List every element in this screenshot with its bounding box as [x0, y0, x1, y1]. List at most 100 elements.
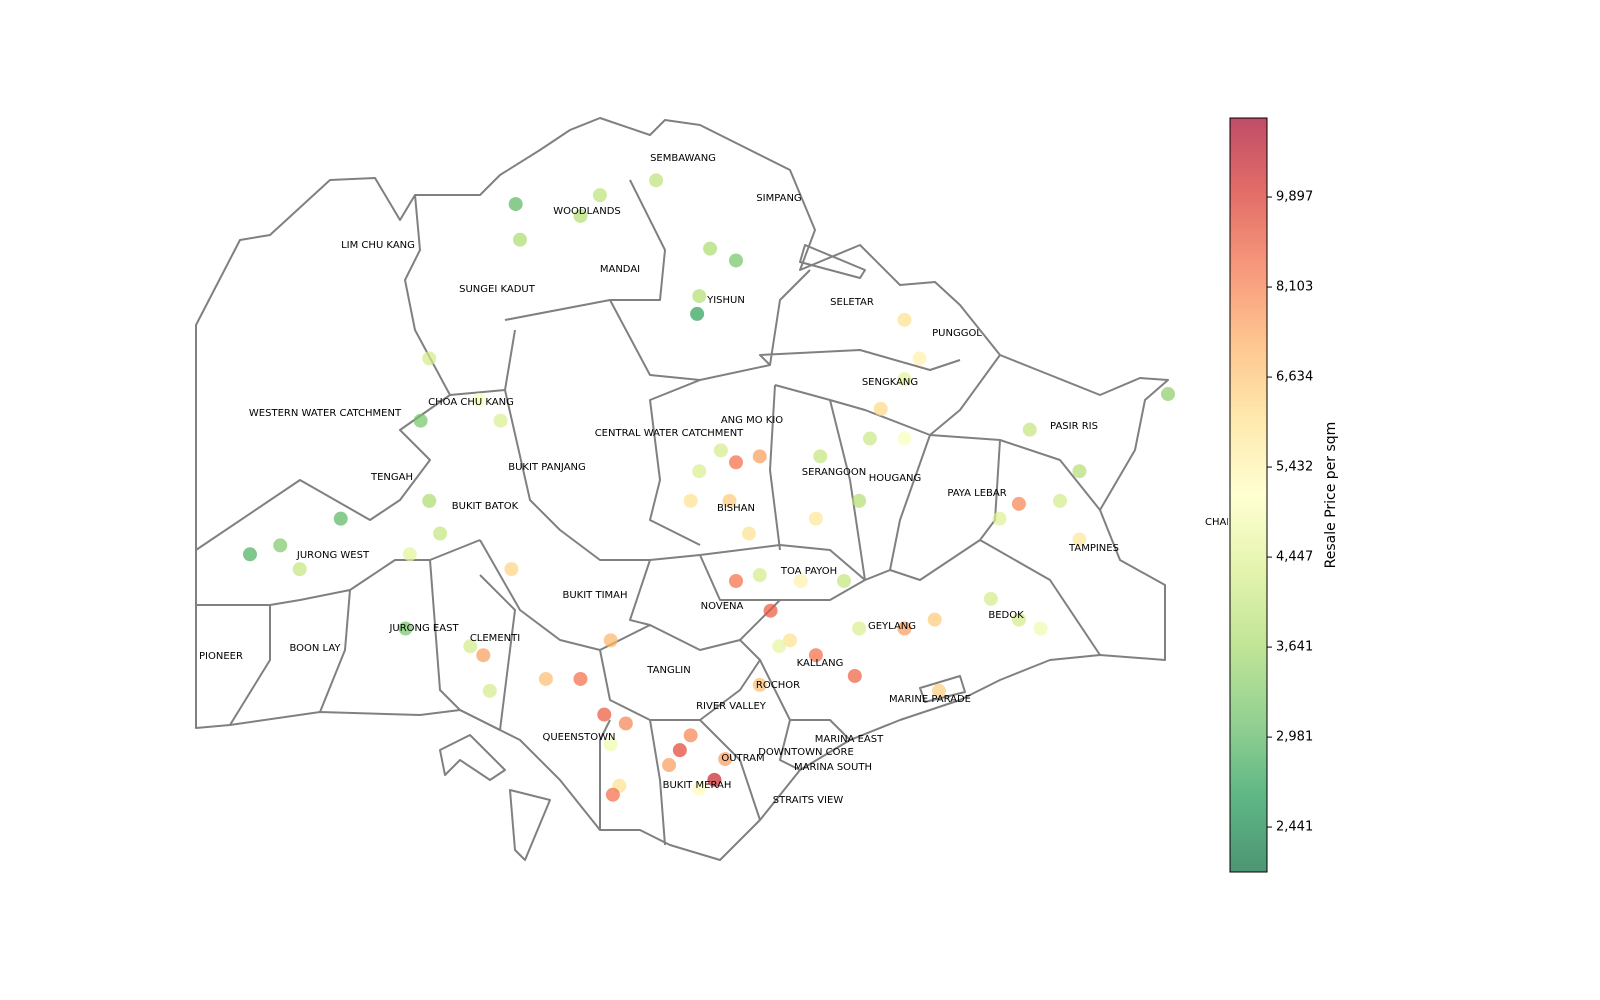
region-label: BUKIT PANJANG — [508, 462, 586, 473]
price-point — [1161, 387, 1175, 402]
region-label: BUKIT MERAH — [663, 780, 732, 791]
price-point — [783, 633, 797, 648]
price-point — [618, 716, 633, 731]
price-point — [1011, 496, 1026, 511]
price-point — [1011, 612, 1026, 627]
price-point — [672, 743, 687, 758]
region-label: JURONG EAST — [388, 623, 459, 634]
price-point — [793, 574, 808, 589]
price-point — [927, 612, 942, 627]
region-label: LIM CHU KANG — [341, 240, 415, 251]
price-point — [692, 781, 707, 796]
region-label: WOODLANDS — [553, 206, 621, 217]
price-point — [992, 511, 1007, 526]
price-point — [1033, 621, 1048, 636]
colorbar-tick-label: 8,103 — [1276, 280, 1313, 295]
region-labels: SEMBAWANG WOODLANDS SIMPANG LIM CHU KANG MAN… — [199, 153, 1234, 806]
region-label: SUNGEI KADUT — [459, 284, 536, 295]
region-label: YISHUN — [706, 295, 745, 306]
resale-points — [243, 173, 1175, 802]
price-point — [690, 306, 705, 321]
price-point — [482, 683, 497, 698]
price-point — [538, 671, 553, 686]
price-point — [243, 547, 257, 562]
colorbar-tick-label: 9,897 — [1276, 190, 1313, 205]
region-label: ROCHOR — [756, 680, 800, 691]
price-point — [897, 431, 912, 446]
colorbar-tick-label: 4,447 — [1276, 550, 1313, 565]
price-point — [808, 511, 823, 526]
price-point — [597, 707, 612, 722]
region-label: KALLANG — [797, 658, 844, 669]
price-point — [603, 737, 618, 752]
region-label: QUEENSTOWN — [542, 732, 615, 743]
price-point — [504, 562, 519, 577]
price-point — [1072, 532, 1087, 547]
price-point — [422, 351, 437, 366]
region-label: MARINA EAST — [815, 734, 884, 745]
price-point — [852, 493, 867, 508]
price-point — [932, 683, 947, 698]
region-label: ANG MO KIO — [721, 415, 783, 426]
price-point — [683, 493, 698, 508]
region-label: TAMPINES — [1068, 543, 1119, 554]
region-label: MANDAI — [600, 264, 640, 275]
price-point — [433, 526, 448, 541]
colorbar-tick-label: 3,641 — [1276, 640, 1313, 655]
region-label: MARINA SOUTH — [794, 762, 872, 773]
price-point — [852, 621, 867, 636]
price-point — [729, 455, 743, 470]
price-point — [707, 772, 722, 787]
region-label: BISHAN — [717, 503, 755, 514]
region-label: JURONG WEST — [296, 550, 370, 561]
region-label: TENGAH — [370, 472, 413, 483]
region-label: MARINE PARADE — [889, 694, 971, 705]
price-point — [837, 574, 851, 589]
price-point — [808, 648, 823, 663]
region-label: RIVER VALLEY — [696, 701, 767, 712]
colorbar-tick-label: 2,441 — [1276, 820, 1313, 835]
price-point — [692, 464, 707, 479]
price-point — [1053, 493, 1067, 508]
price-point — [292, 562, 307, 577]
price-point — [752, 677, 767, 692]
price-point — [508, 197, 523, 212]
region-label: GEYLANG — [868, 621, 916, 632]
region-label: TANGLIN — [646, 665, 690, 676]
region-label: DOWNTOWN CORE — [758, 747, 854, 758]
region-label: OUTRAM — [721, 753, 764, 764]
price-point — [912, 351, 927, 366]
price-point — [513, 232, 527, 247]
colorbar-tick-label: 6,634 — [1276, 370, 1313, 385]
price-point — [763, 603, 778, 618]
region-label: BOON LAY — [289, 643, 341, 654]
price-point — [605, 787, 620, 802]
region-label: HOUGANG — [869, 473, 922, 484]
colorbar — [1229, 117, 1268, 873]
price-point — [413, 413, 428, 428]
region-label: CHAN — [1205, 517, 1234, 528]
region-label: PUNGGOL — [932, 328, 982, 339]
price-point — [493, 413, 508, 428]
price-point — [273, 538, 288, 553]
price-point — [476, 648, 491, 663]
price-point — [897, 312, 912, 327]
region-label: SERANGOON — [802, 467, 867, 478]
price-point — [752, 568, 767, 583]
price-point — [897, 372, 912, 387]
price-point — [722, 493, 737, 508]
price-point — [983, 591, 998, 606]
price-point — [729, 253, 743, 268]
price-point — [662, 758, 677, 773]
price-point — [741, 526, 756, 541]
region-label: STRAITS VIEW — [773, 795, 844, 806]
price-point — [897, 621, 912, 636]
price-point — [862, 431, 877, 446]
region-label: CHOA CHU KANG — [428, 397, 514, 408]
colorbar-tick-label: 5,432 — [1276, 460, 1313, 475]
price-point — [1022, 422, 1037, 437]
price-point — [692, 289, 707, 304]
region-label: WESTERN WATER CATCHMENT — [249, 408, 402, 419]
price-point — [703, 241, 718, 256]
